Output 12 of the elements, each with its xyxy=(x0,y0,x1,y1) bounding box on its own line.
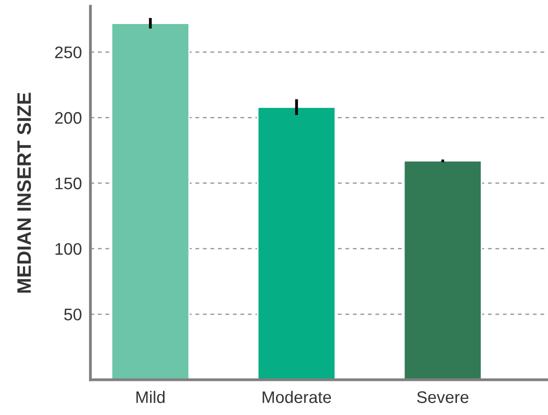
y-tick-label: 200 xyxy=(55,112,82,124)
y-tick-label: 250 xyxy=(55,46,82,58)
x-tick-label: Severe xyxy=(417,391,468,404)
y-tick-label: 150 xyxy=(56,178,82,190)
bar xyxy=(403,160,482,380)
y-tick-label: 100 xyxy=(56,243,82,255)
y-axis-title: MEDIAN INSERT SIZE xyxy=(17,92,31,293)
x-tick-label: Mild xyxy=(136,390,165,404)
bar xyxy=(110,22,190,380)
bar xyxy=(257,106,336,380)
x-tick-label: Moderate xyxy=(262,390,332,404)
y-tick-label: 50 xyxy=(64,308,82,320)
